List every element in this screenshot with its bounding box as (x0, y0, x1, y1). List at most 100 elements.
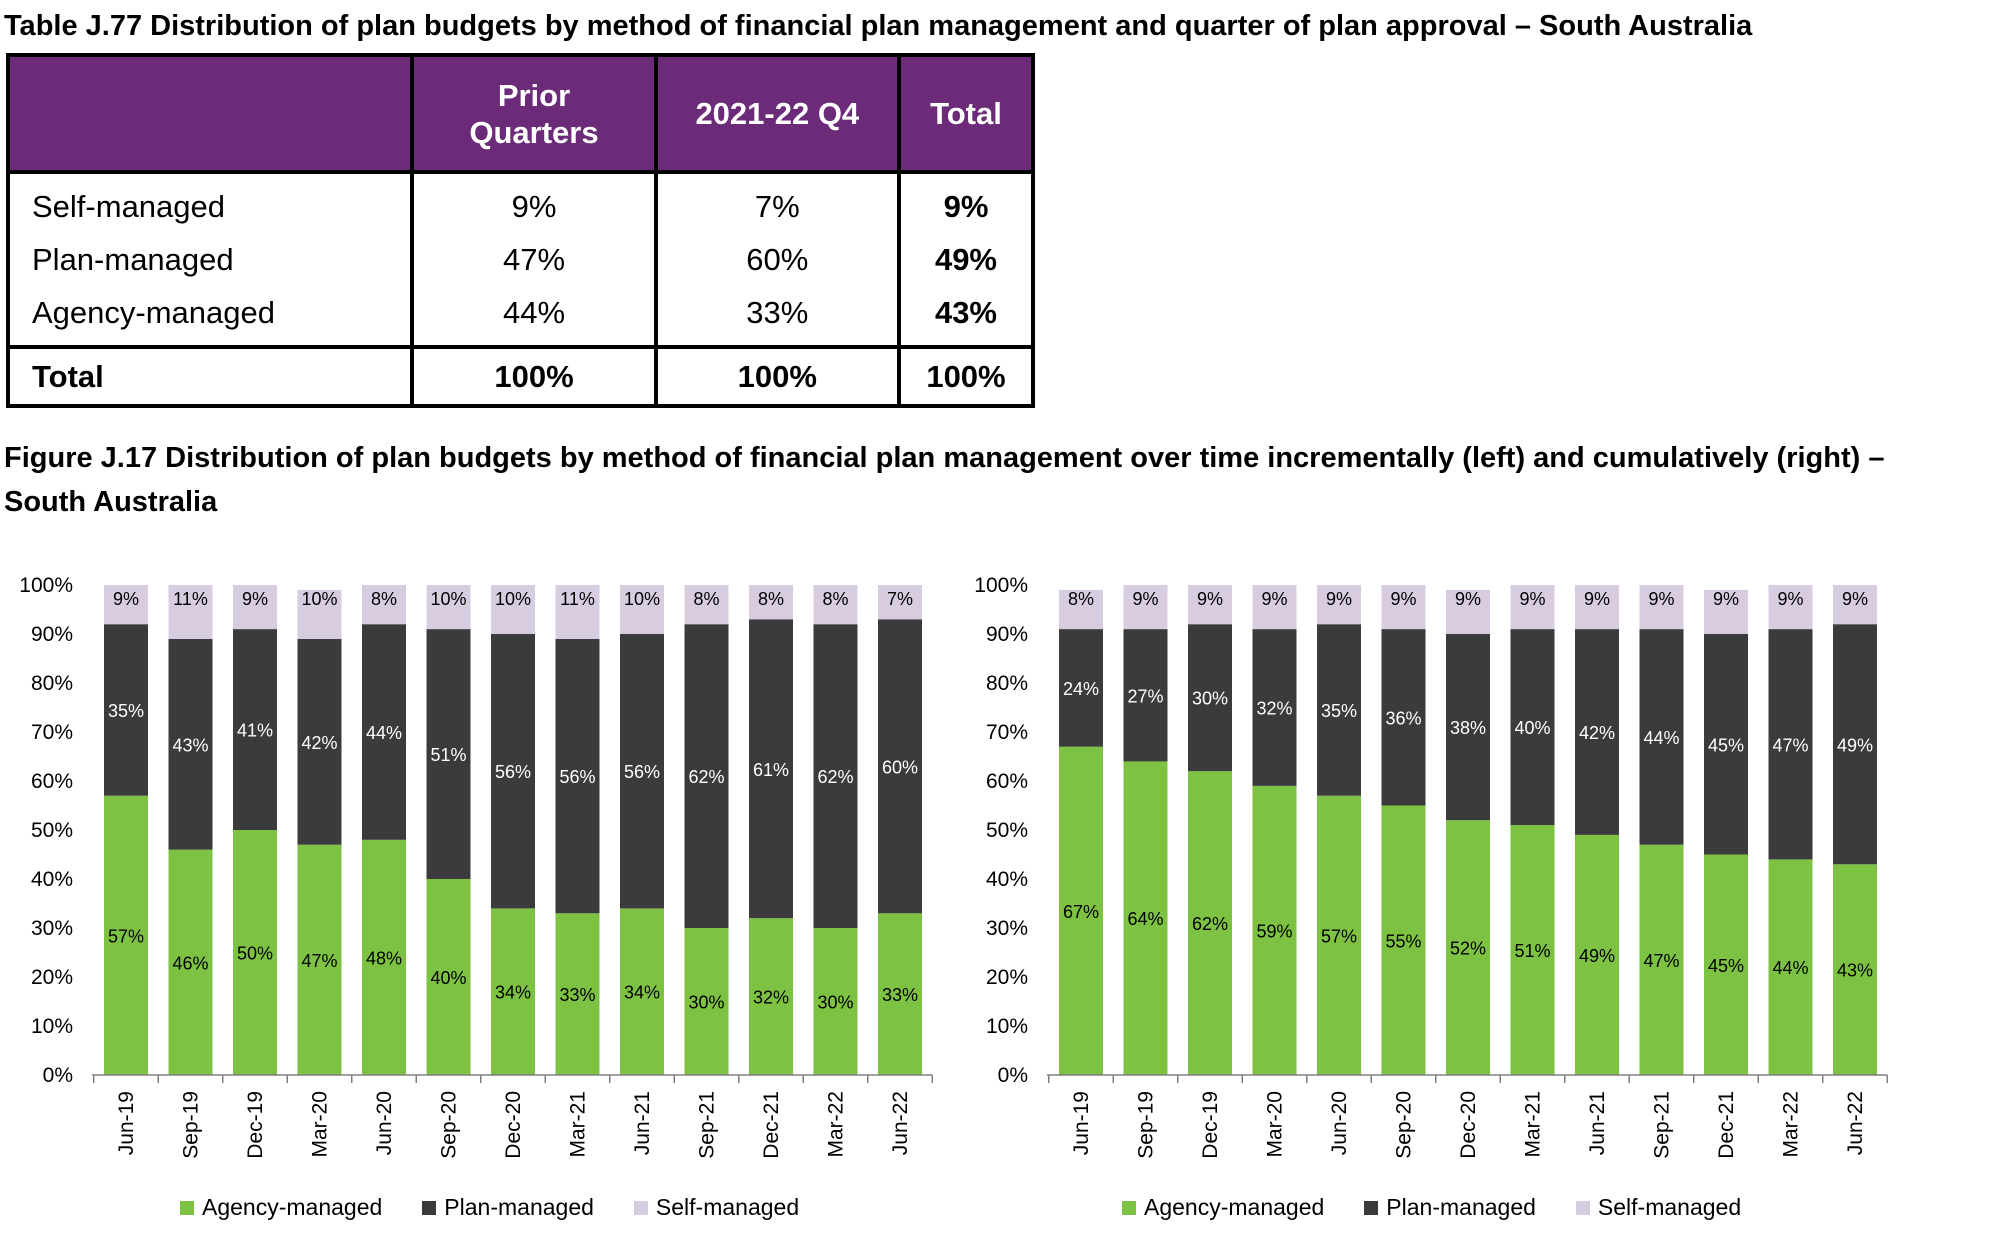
incremental-stacked-bar-chart: 0% 10% 20% 30% 40% 50% 60% 70% 80% 90% 100% 57% 35% 9… (19, 574, 933, 1159)
data-label-plan: 40% (1514, 718, 1550, 738)
x-tick-label: Dec-21 (1715, 1091, 1738, 1159)
bar-segment-plan (878, 619, 922, 914)
x-tick-label: Mar-21 (567, 1091, 590, 1158)
bar-segment-agency (1188, 771, 1232, 1075)
legend-item-agency: Agency-managed (180, 1194, 382, 1221)
data-label-agency: 57% (1321, 926, 1357, 946)
header-2021-22-q4: 2021-22 Q4 (653, 55, 901, 174)
bar-segment-plan (1059, 629, 1103, 747)
data-label-plan: 56% (559, 767, 595, 787)
table-row: Agency-managed 44% 33% 43% (8, 286, 1033, 347)
bar-segment-agency (749, 918, 793, 1075)
x-tick-label: Mar-20 (1264, 1091, 1287, 1158)
bar-segment-plan (297, 638, 342, 845)
row-label: Plan-managed (8, 233, 415, 286)
data-label-plan: 62% (817, 767, 853, 787)
data-label-plan: 24% (1063, 679, 1099, 699)
data-label-self: 9% (113, 589, 139, 609)
bar-segment-plan (104, 624, 148, 796)
bar-segment-agency (233, 830, 277, 1075)
row-label: Total (8, 345, 415, 406)
data-label-plan: 49% (1837, 735, 1873, 755)
data-label-self: 10% (495, 589, 531, 609)
bar-segment-agency (1123, 761, 1168, 1075)
data-label-self: 9% (1455, 589, 1481, 609)
data-label-agency: 34% (624, 983, 660, 1003)
x-tick-label: Jun-20 (373, 1091, 396, 1155)
y-tick-label: 50% (986, 819, 1028, 842)
y-tick-label: 0% (998, 1064, 1028, 1087)
data-label-plan: 47% (1772, 735, 1808, 755)
y-tick-label: 40% (986, 868, 1028, 891)
legend-item-plan: Plan-managed (1364, 1194, 1536, 1221)
data-label-agency: 40% (430, 968, 466, 988)
legend-label: Agency-managed (202, 1194, 383, 1220)
bar-segment-self (1639, 585, 1684, 630)
x-tick-label: Jun-20 (1328, 1091, 1351, 1155)
data-label-agency: 48% (366, 948, 402, 968)
y-tick-label: 10% (986, 1015, 1028, 1038)
legend-label: Self-managed (1597, 1194, 1742, 1220)
bar-segment-agency (1510, 825, 1555, 1075)
data-label-agency: 45% (1708, 956, 1744, 976)
row-label: Agency-managed (8, 286, 415, 347)
data-label-self: 9% (1842, 589, 1868, 609)
data-label-plan: 44% (1643, 728, 1679, 748)
bar-segment-plan (620, 634, 664, 909)
bar-segment-plan (1575, 629, 1619, 835)
data-label-plan: 38% (1450, 718, 1486, 738)
data-label-self: 8% (758, 589, 784, 609)
legend-item-agency: Agency-managed (1122, 1194, 1324, 1221)
data-label-self: 9% (1390, 589, 1416, 609)
bar-segment-agency (1446, 820, 1490, 1075)
cell-prior: 100% (410, 345, 658, 406)
data-label-plan: 56% (624, 762, 660, 782)
x-tick-label: Sep-19 (1135, 1091, 1158, 1159)
cell-total: 100% (896, 345, 1033, 406)
bar-segment-agency (1833, 864, 1877, 1075)
bar-segment-plan (1317, 624, 1361, 796)
data-label-agency: 47% (301, 951, 337, 971)
data-label-plan: 51% (430, 745, 466, 765)
bar-segment-agency (684, 928, 729, 1075)
bar-segment-self (620, 585, 664, 634)
bar-segment-agency (813, 928, 858, 1075)
data-label-self: 9% (1197, 589, 1223, 609)
y-tick-label: 90% (986, 623, 1028, 646)
plan-swatch (422, 1200, 437, 1215)
bar-segment-self (1381, 585, 1426, 630)
legend-label: Agency-managed (1144, 1194, 1325, 1220)
y-tick-label: 50% (31, 819, 73, 842)
bar-segment-plan (1833, 624, 1877, 865)
cell-q4: 7% (653, 172, 901, 233)
bar-segment-self (1768, 585, 1813, 630)
data-label-plan: 41% (237, 721, 273, 741)
bar-segment-self (362, 585, 406, 625)
table-row: Plan-managed 47% 60% 49% (8, 233, 1033, 286)
data-label-agency: 57% (108, 926, 144, 946)
bar-segment-self (1704, 589, 1748, 634)
bar-segment-agency (1317, 795, 1361, 1075)
agency-swatch (180, 1200, 194, 1215)
x-tick-label: Mar-22 (1780, 1091, 1803, 1158)
bar-segment-agency (297, 844, 342, 1075)
data-label-plan: 45% (1708, 735, 1744, 755)
data-label-plan: 35% (1321, 701, 1357, 721)
data-label-self: 9% (1132, 589, 1158, 609)
bar-segment-plan (426, 629, 471, 879)
bar-segment-plan (813, 624, 858, 928)
data-label-agency: 51% (1514, 941, 1550, 961)
bar-segment-self (684, 585, 729, 625)
data-label-self: 10% (430, 589, 466, 609)
bar-segment-plan (684, 624, 729, 928)
data-label-self: 9% (1713, 589, 1739, 609)
y-tick-label: 90% (31, 623, 73, 646)
header-cell-blank (8, 55, 415, 174)
bar-segment-plan (1704, 634, 1748, 855)
bar-segment-plan (1446, 634, 1490, 821)
data-label-plan: 30% (1192, 689, 1228, 709)
y-tick-label: 60% (31, 770, 73, 793)
legend-item-plan: Plan-managed (422, 1194, 594, 1221)
bar-segment-agency (1768, 859, 1813, 1075)
data-label-agency: 62% (1192, 914, 1228, 934)
